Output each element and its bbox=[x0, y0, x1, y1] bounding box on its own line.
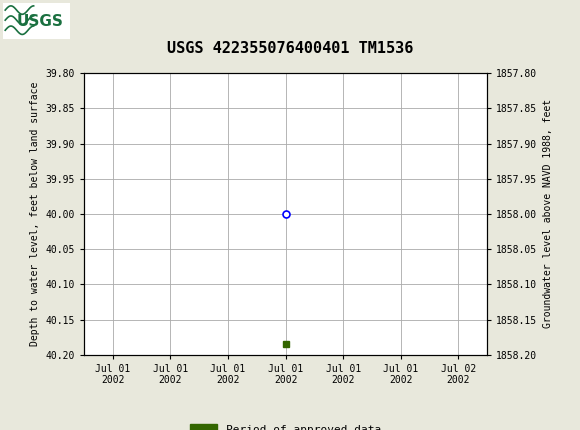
Bar bbox=[3, 3, 70, 40]
Y-axis label: Depth to water level, feet below land surface: Depth to water level, feet below land su… bbox=[30, 82, 40, 346]
Y-axis label: Groundwater level above NAVD 1988, feet: Groundwater level above NAVD 1988, feet bbox=[543, 99, 553, 329]
Legend: Period of approved data: Period of approved data bbox=[185, 420, 386, 430]
Text: USGS 422355076400401 TM1536: USGS 422355076400401 TM1536 bbox=[167, 41, 413, 56]
Text: USGS: USGS bbox=[17, 13, 64, 28]
